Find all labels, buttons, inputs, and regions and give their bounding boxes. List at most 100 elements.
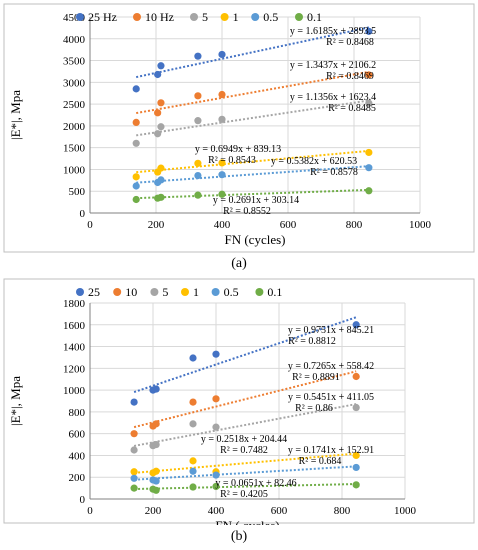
legend-label-5: 5 xyxy=(162,285,168,299)
trend-equation-10: y = 0.7265x + 558.42 xyxy=(288,361,374,372)
data-point xyxy=(352,372,360,381)
data-point xyxy=(365,187,373,195)
legend-marker-1 xyxy=(181,288,189,296)
x-tick-label: 1000 xyxy=(409,219,432,231)
legend-label-10: 10 Hz xyxy=(145,10,174,24)
trend-r2-10: R² = 0.8469 xyxy=(326,71,374,82)
trend-r2-5: R² = 0.86 xyxy=(295,403,333,414)
x-axis-label: FN (cycles) xyxy=(224,232,285,247)
data-point xyxy=(189,467,197,475)
y-tick-label: 2000 xyxy=(63,121,86,133)
data-point xyxy=(157,176,165,184)
data-point xyxy=(218,50,226,59)
data-point xyxy=(157,193,165,201)
data-point xyxy=(189,420,197,428)
data-point xyxy=(157,164,165,172)
y-tick-label: 1200 xyxy=(63,363,86,375)
chart-panel-a: 0 500 1000 1500 2000 2500 3000 3500 4000 4500 0 200… xyxy=(3,3,475,271)
data-point xyxy=(132,139,140,147)
legend-label-1: 1 xyxy=(193,285,199,299)
y-tick-label: 800 xyxy=(69,407,86,419)
data-point xyxy=(352,321,360,329)
data-point xyxy=(152,385,160,393)
data-point xyxy=(130,484,138,492)
data-point xyxy=(352,403,360,412)
data-point xyxy=(157,123,165,131)
y-tick-label: 1000 xyxy=(63,164,86,176)
data-point xyxy=(130,446,138,454)
chart-frame xyxy=(3,3,475,253)
data-point xyxy=(212,482,220,491)
series-25 xyxy=(132,26,373,93)
series-0.1 xyxy=(130,481,360,494)
data-point xyxy=(212,423,220,431)
y-tick-label: 3500 xyxy=(63,56,86,68)
trend-equation-1: y = 0.2518x + 204.44 xyxy=(201,434,287,445)
legend-label-25: 25 Hz xyxy=(88,10,117,24)
x-tick-label: 400 xyxy=(208,505,225,517)
series-10 xyxy=(130,370,360,438)
trendline-10 xyxy=(136,70,370,115)
data-point xyxy=(152,440,160,449)
data-point xyxy=(212,395,220,403)
y-tick-label: 1800 xyxy=(63,298,86,310)
chart-panel-b: 0 200 400 600 800 1000 1200 1400 1600 1800 0 200 400… xyxy=(0,275,478,550)
trendline-0.5 xyxy=(134,465,357,481)
x-tick-label: 0 xyxy=(87,219,93,231)
data-point xyxy=(130,430,138,438)
trendline-1 xyxy=(134,452,357,474)
trend-equation-5: y = 0.5451x + 411.05 xyxy=(288,392,374,403)
caption-a: (a) xyxy=(231,256,247,271)
trendline-25 xyxy=(133,316,357,394)
trendline-0.1 xyxy=(134,483,357,491)
trend-equation-5: y = 1.1356x + 1623.4 xyxy=(290,92,376,103)
legend-marker-0.1 xyxy=(295,13,303,21)
data-point xyxy=(194,159,202,167)
x-axis-label: FN ( cycles) xyxy=(215,518,279,525)
x-tick-label: 200 xyxy=(148,219,165,231)
data-point xyxy=(154,70,162,79)
data-point xyxy=(132,182,140,190)
trend-r2-1: R² = 0.7482 xyxy=(220,445,268,456)
data-point xyxy=(365,71,373,79)
trendline-5 xyxy=(136,99,369,137)
legend-label-25: 25 xyxy=(88,285,100,299)
data-point xyxy=(189,354,197,362)
y-tick-label: 400 xyxy=(69,450,86,462)
x-tick-label: 1000 xyxy=(394,505,417,517)
data-point xyxy=(194,52,202,60)
data-point xyxy=(152,486,160,494)
trend-r2-25: R² = 0.8468 xyxy=(326,37,374,48)
data-point xyxy=(352,463,360,472)
trend-equation-0.5: y = 0.5382x + 620.53 xyxy=(271,156,357,167)
data-point xyxy=(154,130,162,138)
y-tick-label: 3000 xyxy=(63,77,86,89)
chart-frame xyxy=(3,278,475,524)
legend-label-0.5: 0.5 xyxy=(224,285,239,299)
data-point xyxy=(152,477,160,485)
y-tick-label: 500 xyxy=(69,186,86,198)
trend-equation-0.1: y = 0.0651x + 82.46 xyxy=(215,478,296,489)
y-tick-label: 1500 xyxy=(63,143,86,155)
data-point xyxy=(152,467,160,475)
data-point xyxy=(189,398,197,406)
y-tick-label: 0 xyxy=(80,494,86,506)
legend-marker-1 xyxy=(220,13,229,21)
legend-marker-5 xyxy=(150,288,159,296)
series-0.5 xyxy=(132,164,373,190)
legend-label-1: 1 xyxy=(233,10,239,24)
data-point xyxy=(130,474,138,482)
data-point xyxy=(157,62,165,70)
x-tick-label: 600 xyxy=(280,219,297,231)
y-tick-label: 1400 xyxy=(63,342,86,354)
series-25 xyxy=(130,316,360,406)
data-point xyxy=(194,171,202,180)
data-point xyxy=(218,159,226,167)
y-tick-label: 4000 xyxy=(63,34,86,46)
data-point xyxy=(132,195,140,204)
data-point xyxy=(130,398,138,406)
x-tick-label: 0 xyxy=(87,505,93,517)
x-tick-label: 400 xyxy=(214,219,231,231)
